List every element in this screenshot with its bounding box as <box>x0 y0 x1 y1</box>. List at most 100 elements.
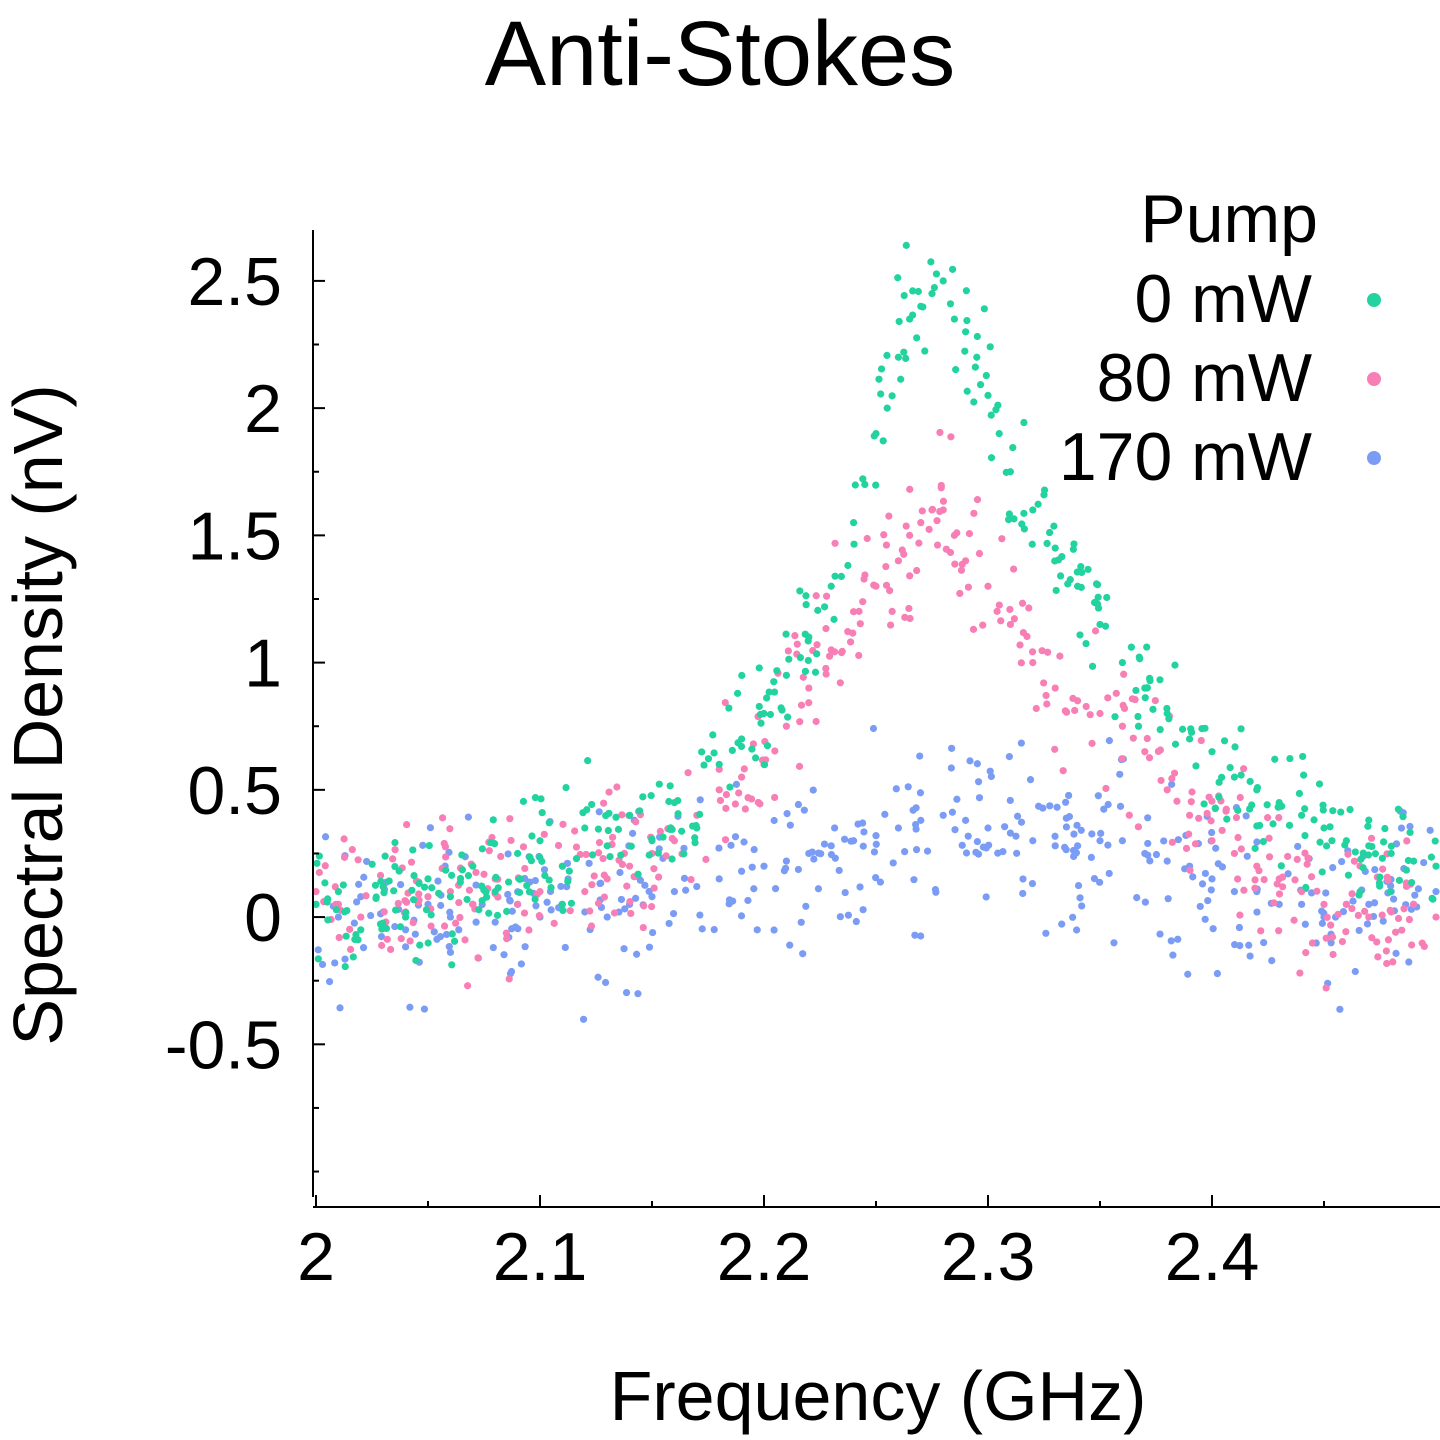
scatter-point <box>1395 876 1404 884</box>
data-point <box>491 918 499 926</box>
scatter-point <box>442 853 450 861</box>
scatter-point <box>1334 910 1342 918</box>
scatter-point <box>958 841 966 849</box>
scatter-point <box>391 922 399 931</box>
scatter-point <box>1411 891 1419 899</box>
scatter-point <box>995 601 1003 609</box>
scatter-point <box>523 881 531 890</box>
scatter-point <box>1077 562 1085 571</box>
data-point <box>357 926 365 934</box>
scatter-point <box>427 911 435 919</box>
scatter-point <box>415 890 423 898</box>
scatter-point <box>973 760 981 768</box>
scatter-point <box>814 885 823 893</box>
scatter-point <box>383 935 391 943</box>
scatter-point <box>992 406 1000 414</box>
scatter-point <box>1174 836 1182 844</box>
scatter-point <box>655 873 663 881</box>
data-point <box>1365 913 1373 921</box>
scatter-point <box>485 909 493 917</box>
scatter-point <box>756 710 765 719</box>
scatter-point <box>970 398 978 406</box>
scatter-point <box>987 772 995 781</box>
scatter-point <box>464 982 472 990</box>
scatter-point <box>979 843 988 851</box>
scatter-point <box>571 827 579 835</box>
scatter-point <box>1354 911 1362 920</box>
scatter-point <box>1278 802 1286 810</box>
data-point <box>1230 773 1238 781</box>
scatter-point <box>892 785 900 793</box>
scatter-point <box>390 887 398 895</box>
scatter-point <box>678 827 686 835</box>
scatter-point <box>650 884 658 892</box>
scatter-point <box>1348 890 1356 898</box>
scatter-point <box>401 897 409 905</box>
scatter-point <box>1253 838 1261 846</box>
scatter-point <box>416 941 424 949</box>
legend-marker <box>1367 451 1381 465</box>
scatter-point <box>735 789 743 797</box>
scatter-point <box>921 347 929 355</box>
scatter-point <box>433 935 441 943</box>
scatter-point <box>948 808 957 816</box>
data-point <box>973 353 981 361</box>
scatter-point <box>1293 855 1301 864</box>
data-point <box>1006 829 1015 837</box>
scatter-point <box>341 955 349 963</box>
scatter-point <box>1051 832 1059 840</box>
scatter-point <box>620 945 628 953</box>
scatter-point <box>1231 743 1239 751</box>
scatter-point <box>531 876 539 885</box>
scatter-point <box>1141 898 1149 906</box>
scatter-point <box>856 620 864 628</box>
scatter-point <box>855 651 863 660</box>
scatter-point <box>911 931 919 939</box>
scatter-point <box>925 525 933 533</box>
scatter-point <box>354 936 362 944</box>
scatter-point <box>906 614 914 623</box>
scatter-point <box>446 825 454 833</box>
scatter-point <box>1208 797 1216 805</box>
scatter-point <box>557 882 565 891</box>
scatter-point <box>876 878 885 886</box>
scatter-point <box>923 847 932 855</box>
scatter-point <box>440 839 448 848</box>
scatter-point <box>1215 778 1223 786</box>
scatter-point <box>1240 765 1248 773</box>
scatter-point <box>702 855 710 864</box>
scatter-point <box>1052 586 1060 595</box>
scatter-point <box>1208 828 1216 837</box>
scatter-point <box>849 629 857 637</box>
scatter-point <box>1260 938 1268 947</box>
scatter-point <box>519 797 528 806</box>
scatter-point <box>1351 848 1359 856</box>
scatter-point <box>696 911 704 919</box>
scatter-point <box>861 571 869 579</box>
scatter-point <box>1299 752 1307 761</box>
scatter-point <box>428 884 436 892</box>
scatter-point <box>682 886 690 894</box>
scatter-point <box>805 699 813 707</box>
scatter-point <box>424 939 432 947</box>
scatter-point <box>1302 883 1310 892</box>
scatter-point <box>650 865 658 873</box>
scatter-point <box>1154 747 1162 756</box>
scatter-point <box>325 978 334 986</box>
scatter-point <box>517 960 525 968</box>
scatter-point <box>475 906 483 914</box>
scatter-point <box>613 783 621 791</box>
scatter-point <box>1234 833 1242 842</box>
scatter-point <box>882 581 891 589</box>
scatter-point <box>859 475 867 483</box>
scatter-point <box>1189 873 1197 881</box>
scatter-point <box>1016 641 1024 649</box>
scatter-point <box>674 797 682 805</box>
scatter-point <box>802 592 810 600</box>
scatter-point <box>680 844 688 852</box>
scatter-point <box>1248 801 1256 809</box>
scatter-point <box>354 856 362 864</box>
scatter-point <box>1070 540 1078 548</box>
scatter-point <box>545 819 553 827</box>
data-point <box>906 531 914 539</box>
